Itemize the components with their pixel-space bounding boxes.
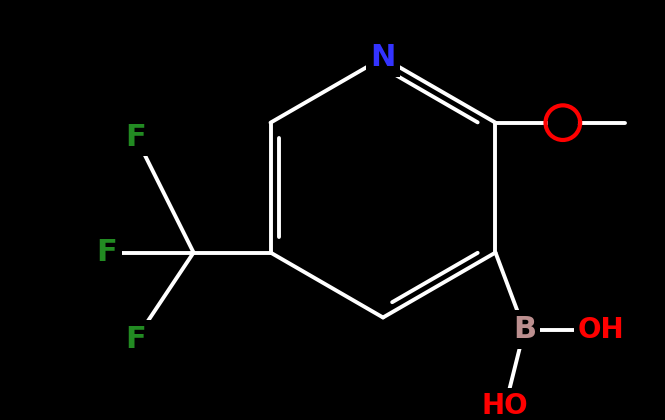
Text: B: B <box>513 315 536 344</box>
Circle shape <box>549 108 577 137</box>
Text: HO: HO <box>482 392 529 420</box>
Text: F: F <box>126 325 146 354</box>
Text: F: F <box>96 238 117 267</box>
Text: F: F <box>126 123 146 152</box>
Text: N: N <box>370 43 396 72</box>
Text: OH: OH <box>578 315 624 344</box>
